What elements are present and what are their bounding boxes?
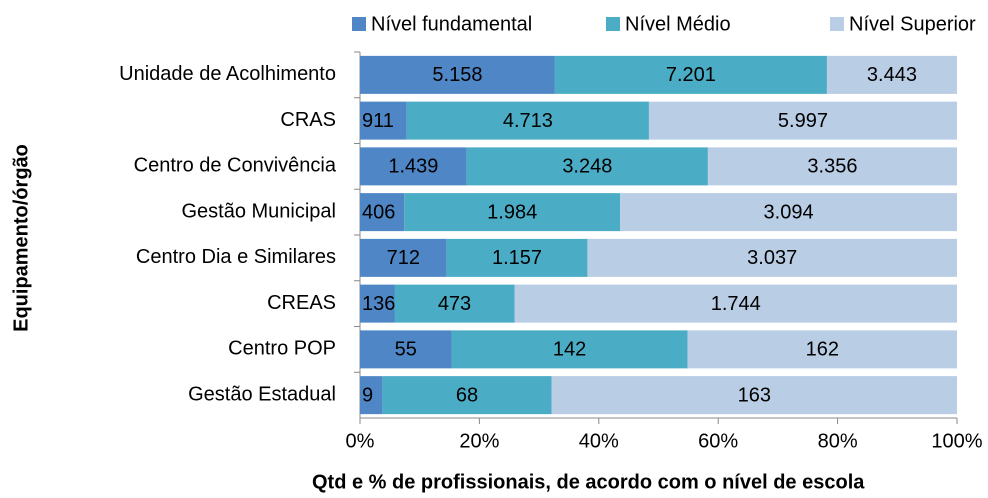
bar-segment — [360, 55, 555, 94]
data-label: 1.439 — [388, 156, 438, 178]
x-axis-label: Qtd e % de profissionais, de acordo com … — [312, 471, 865, 493]
y-tick-label: Centro de Convivência — [134, 155, 337, 177]
y-axis-label: Equipamento/órgão — [10, 144, 32, 332]
data-label: 136 — [362, 293, 395, 315]
bar-segment — [551, 376, 957, 415]
data-label: 3.094 — [764, 201, 814, 223]
x-tick-label: 40% — [579, 430, 619, 452]
data-label: 9 — [362, 384, 373, 406]
x-tick-label: 80% — [818, 430, 858, 452]
bar-segment — [687, 330, 957, 369]
legend-label: Nível Médio — [625, 13, 731, 35]
y-tick-label: Gestão Estadual — [188, 383, 336, 405]
data-label: 4.713 — [503, 110, 553, 132]
bar-segment — [554, 55, 827, 94]
legend-label: Nível Superior — [849, 13, 976, 35]
y-tick-label: Unidade de Acolhimento — [119, 63, 336, 85]
data-label: 55 — [395, 339, 417, 361]
y-tick-label: Centro POP — [228, 338, 336, 360]
x-tick-label: 60% — [698, 430, 738, 452]
bar-segment — [620, 193, 957, 232]
data-label: 1.984 — [487, 201, 537, 223]
y-tick-label: Centro Dia e Similares — [136, 246, 336, 268]
x-tick-label: 20% — [459, 430, 499, 452]
data-label: 7.201 — [666, 64, 716, 86]
data-label: 406 — [362, 201, 395, 223]
data-label: 162 — [806, 339, 839, 361]
bar-segment — [514, 284, 957, 323]
bar-segment — [360, 330, 452, 369]
data-label: 3.037 — [747, 247, 797, 269]
bar-segment — [394, 284, 515, 323]
data-label: 5.997 — [778, 110, 828, 132]
data-label: 163 — [738, 384, 771, 406]
legend-swatch — [606, 17, 620, 31]
data-label: 712 — [387, 247, 420, 269]
y-tick-label: CRAS — [280, 109, 336, 131]
data-label: 5.158 — [432, 64, 482, 86]
bar-segment — [826, 55, 957, 94]
bar-segment — [382, 376, 552, 415]
bar-segment — [360, 284, 395, 323]
bar-segment — [451, 330, 688, 369]
bar-segment — [360, 193, 405, 232]
data-label: 3.356 — [807, 156, 857, 178]
bar-segment — [707, 147, 957, 186]
bar-segment — [648, 101, 957, 140]
data-label: 1.157 — [492, 247, 542, 269]
bar-segment — [404, 193, 621, 232]
x-tick-label: 0% — [346, 430, 375, 452]
bar-segment — [466, 147, 708, 186]
data-label: 3.248 — [562, 156, 612, 178]
bar-segment — [406, 101, 649, 140]
bar-segment — [446, 238, 588, 277]
legend-swatch — [830, 17, 844, 31]
legend-label: Nível fundamental — [371, 13, 532, 35]
data-label: 3.443 — [867, 64, 917, 86]
bar-segment — [360, 376, 383, 415]
x-tick-label: 100% — [931, 430, 982, 452]
data-label: 1.744 — [711, 293, 761, 315]
bar-segment — [360, 238, 447, 277]
y-tick-label: CREAS — [267, 292, 336, 314]
legend-swatch — [352, 17, 366, 31]
bar-segment — [360, 101, 407, 140]
data-label: 142 — [553, 339, 586, 361]
data-label: 68 — [456, 384, 478, 406]
y-tick-label: Gestão Municipal — [181, 200, 336, 222]
bar-segment — [360, 147, 467, 186]
data-label: 911 — [362, 110, 394, 132]
bar-segment — [587, 238, 957, 277]
data-label: 473 — [438, 293, 471, 315]
